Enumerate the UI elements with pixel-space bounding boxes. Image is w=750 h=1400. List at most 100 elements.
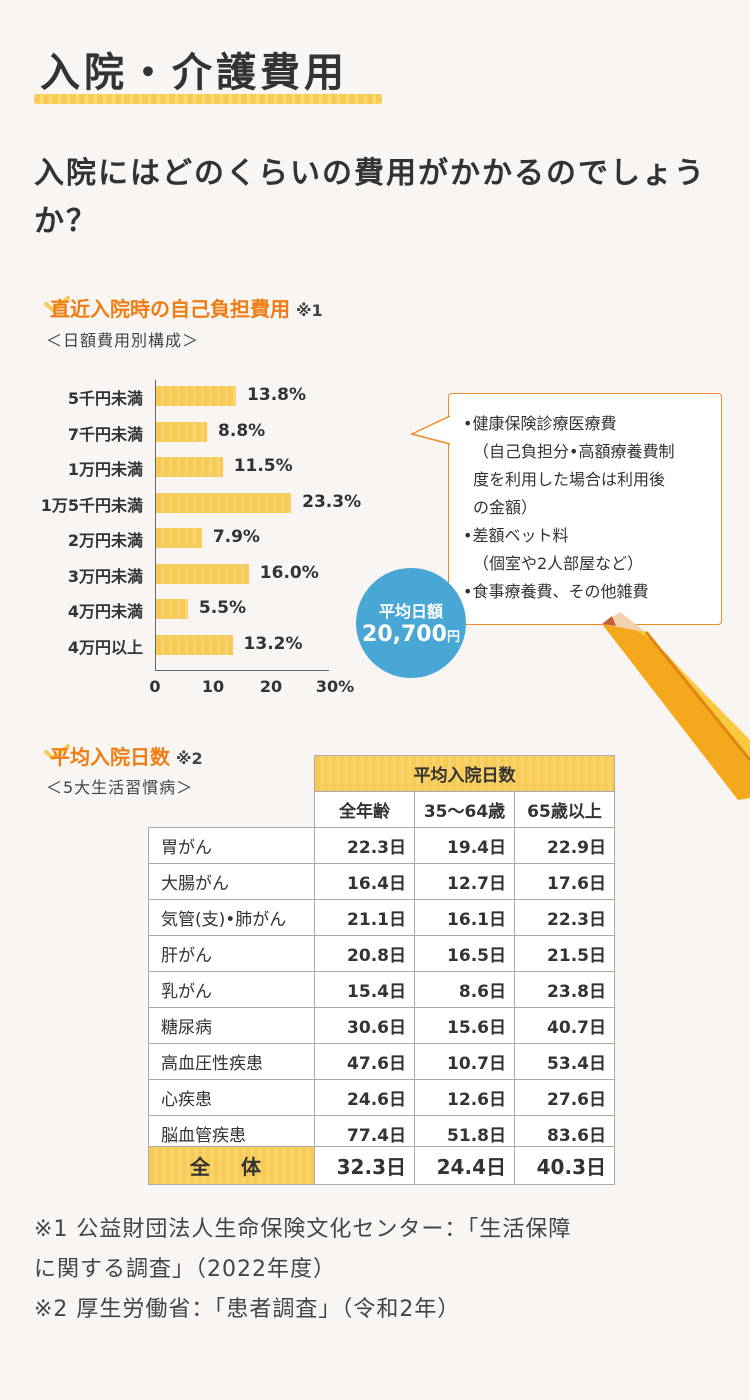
- category-label: 4万円未満: [67, 602, 143, 621]
- category-label: 1万円未満: [67, 460, 143, 479]
- table-cell: 24.6日: [314, 1079, 415, 1116]
- hospital-stay-table: 平均入院日数 全年齢 35～64歳 65歳以上 胃がん 22.3日 19.4日 22.9日…: [148, 755, 615, 1152]
- table-cell: 22.3日: [314, 827, 415, 864]
- chart-y-axis: [155, 380, 156, 670]
- table-cell: 53.4日: [514, 1043, 615, 1080]
- table-corner: [149, 756, 315, 792]
- total-label: 全 体: [148, 1146, 315, 1185]
- average-label: 平均日額: [378, 602, 443, 621]
- section1-heading: 直近入院時の自己負担費用 ※1: [50, 293, 323, 322]
- table-cell: 19.4日: [414, 827, 515, 864]
- title-underline: [34, 94, 382, 104]
- table-cell: 16.5日: [414, 935, 515, 972]
- row-label: 気管(支)•肺がん: [148, 899, 315, 936]
- bar: [156, 492, 292, 513]
- table-cell: 15.6日: [414, 1007, 515, 1044]
- x-tick-label: 10: [201, 677, 225, 696]
- row-label: 糖尿病: [148, 1007, 315, 1044]
- callout-line: （自己負担分•高額療養費制: [473, 442, 675, 461]
- row-label: 肝がん: [148, 935, 315, 972]
- callout-line: •健康保険診療医療費: [463, 414, 617, 433]
- footnote: に関する調査」（2022年度）: [34, 1257, 336, 1282]
- table-cell: 12.6日: [414, 1079, 515, 1116]
- table-cell: 22.3日: [514, 899, 615, 936]
- bar-value-label: 13.8%: [247, 385, 307, 405]
- category-label: 4万円以上: [67, 637, 143, 657]
- total-cell: 24.4日: [414, 1146, 515, 1185]
- table-column-header: 65歳以上: [514, 791, 615, 828]
- cost-bar-chart: 5千円未満 13.8% 7千円未満 8.8% 1万円未満 11.5% 1万5千円未満 23.3…: [0, 370, 450, 700]
- section1-heading-text: 直近入院時の自己負担費用: [50, 297, 290, 321]
- section1-note: ※1: [296, 301, 323, 320]
- table-row: 心疾患 24.6日 12.6日 27.6日: [148, 1079, 615, 1116]
- table-cell: 27.6日: [514, 1079, 615, 1116]
- callout-line: の金額）: [473, 498, 538, 517]
- row-label: 高血圧性疾患: [148, 1043, 315, 1080]
- row-label: 脳血管疾患: [148, 1115, 315, 1152]
- table-cell: 21.1日: [314, 899, 415, 936]
- table-cell: 12.7日: [414, 863, 515, 900]
- table-cell: 47.6日: [314, 1043, 415, 1080]
- question-text: 入院にはどのくらいの費用がかかるのでしょうか？: [34, 156, 706, 239]
- average-value: 20,700円: [356, 622, 466, 647]
- table-column-header: 全年齢: [314, 791, 415, 828]
- bar-value-label: 16.0%: [259, 562, 319, 583]
- table-cell: 16.1日: [414, 899, 515, 936]
- average-unit: 円: [446, 630, 460, 645]
- bar-value-label: 7.9%: [212, 527, 260, 547]
- table-row: 大腸がん 16.4日 12.7日 17.6日: [148, 863, 615, 900]
- category-label: 1万5千円未満: [40, 495, 143, 515]
- bar-value-label: 5.5%: [198, 598, 247, 618]
- category-label: 2万円未満: [67, 531, 143, 550]
- footnote: ※2 厚生労働省：「患者調査」（令和2年）: [34, 1297, 461, 1322]
- check-icon: [44, 296, 70, 312]
- table-corner: [149, 792, 315, 828]
- callout-line: •差額ベット料: [463, 526, 569, 545]
- section2-note: ※2: [176, 749, 203, 768]
- category-label: 5千円未満: [67, 389, 143, 408]
- total-row-table: 全 体 32.3日 24.4日 40.3日: [148, 1146, 615, 1185]
- table-row: 肝がん 20.8日 16.5日 21.5日: [148, 935, 615, 972]
- callout-tail: [409, 415, 452, 445]
- table-cell: 16.4日: [314, 863, 415, 900]
- table-cell: 8.6日: [414, 971, 515, 1008]
- table-row: 脳血管疾患 77.4日 51.8日 83.6日: [148, 1115, 615, 1152]
- table-row: 乳がん 15.4日 8.6日 23.8日: [148, 971, 615, 1008]
- category-label: 3万円未満: [67, 566, 143, 586]
- average-daily-cost-badge: 平均日額 20,700円: [356, 568, 466, 678]
- bar: [156, 563, 249, 584]
- row-label: 胃がん: [148, 827, 315, 864]
- table-cell: 15.4日: [314, 971, 415, 1008]
- table-cell: 20.8日: [314, 935, 415, 972]
- bar-value-label: 13.2%: [243, 633, 303, 654]
- check-icon: [44, 744, 70, 760]
- category-label: 7千円未満: [67, 424, 143, 444]
- average-amount: 20,700: [362, 622, 447, 647]
- table-row: 糖尿病 30.6日 15.6日 40.7日: [148, 1007, 615, 1044]
- table-cell: 21.5日: [514, 935, 615, 972]
- row-label: 心疾患: [148, 1079, 315, 1116]
- callout-line: •食事療養費、その他雑費: [463, 582, 649, 601]
- table-group-header: 平均入院日数: [314, 755, 615, 792]
- bar-value-label: 23.3%: [302, 491, 362, 512]
- bar-value-label: 11.5%: [233, 456, 293, 476]
- footnote: ※1 公益財団法人生命保険文化センター：「生活保障: [34, 1217, 572, 1242]
- bar: [156, 386, 237, 406]
- section1-subheading: ＜日額費用別構成＞: [46, 331, 200, 350]
- table-cell: 17.6日: [514, 863, 615, 900]
- pencil-icon: [602, 612, 750, 800]
- x-tick-label: 20: [259, 677, 283, 696]
- cost-breakdown-callout: •健康保険診療医療費 （自己負担分•高額療養費制 度を利用した場合は利用後 の金額） •…: [448, 393, 722, 625]
- row-label: 大腸がん: [148, 863, 315, 900]
- table-row: 気管(支)•肺がん 21.1日 16.1日 22.3日: [148, 899, 615, 936]
- total-cell: 32.3日: [314, 1146, 415, 1185]
- table-cell: 10.7日: [414, 1043, 515, 1080]
- table-column-header: 35～64歳: [414, 791, 515, 828]
- page-title: 入院・介護費用: [40, 50, 348, 96]
- bar: [156, 421, 208, 442]
- section2-heading: 平均入院日数 ※2: [50, 741, 203, 770]
- table-cell: 23.8日: [514, 971, 615, 1008]
- callout-line: 度を利用した場合は利用後: [473, 470, 666, 489]
- table-cell: 22.9日: [514, 827, 615, 864]
- x-tick-label: 0: [149, 677, 161, 696]
